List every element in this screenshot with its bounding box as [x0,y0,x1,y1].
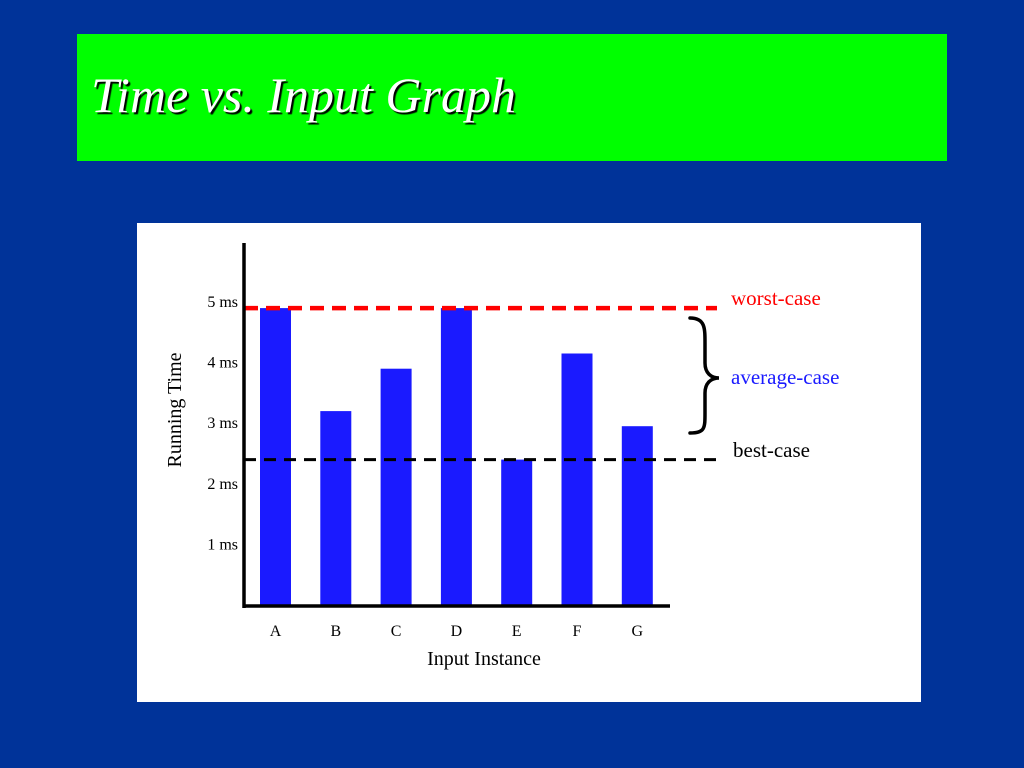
bar-d [440,308,472,605]
best-case-label: best-case [733,438,810,462]
x-tick-label: G [632,623,644,640]
x-tick-label: D [451,623,463,640]
average-case-label: average-case [731,365,839,389]
title-bar: Time vs. Input Graph [77,34,947,161]
x-tick-label: B [330,623,341,640]
bar-c [380,368,412,605]
y-axis-title: Running Time [164,352,186,467]
bar-f [561,353,593,605]
x-tick-label: F [573,623,582,640]
x-tick-label: A [270,623,282,640]
x-tick-label: C [391,623,402,640]
y-tick-label: 5 ms [207,294,238,311]
y-tick-label: 1 ms [207,536,238,553]
bar-g [621,426,653,605]
running-time-chart: 1 ms 2 ms 3 ms 4 ms 5 ms A B C D E F G Input Instanc… [164,243,839,670]
bar-e [501,459,533,605]
y-tick-label: 4 ms [207,355,238,372]
bar-a [260,308,291,605]
bar-b [320,411,352,605]
worst-case-label: worst-case [731,286,821,310]
slide-title: Time vs. Input Graph [91,67,516,123]
chart-panel: 1 ms 2 ms 3 ms 4 ms 5 ms A B C D E F G Input Instanc… [137,223,921,702]
brace-icon [688,316,720,435]
y-tick-label: 2 ms [207,476,238,493]
x-tick-label: E [512,623,522,640]
y-tick-label: 3 ms [207,415,238,432]
x-axis-title: Input Instance [427,648,541,670]
